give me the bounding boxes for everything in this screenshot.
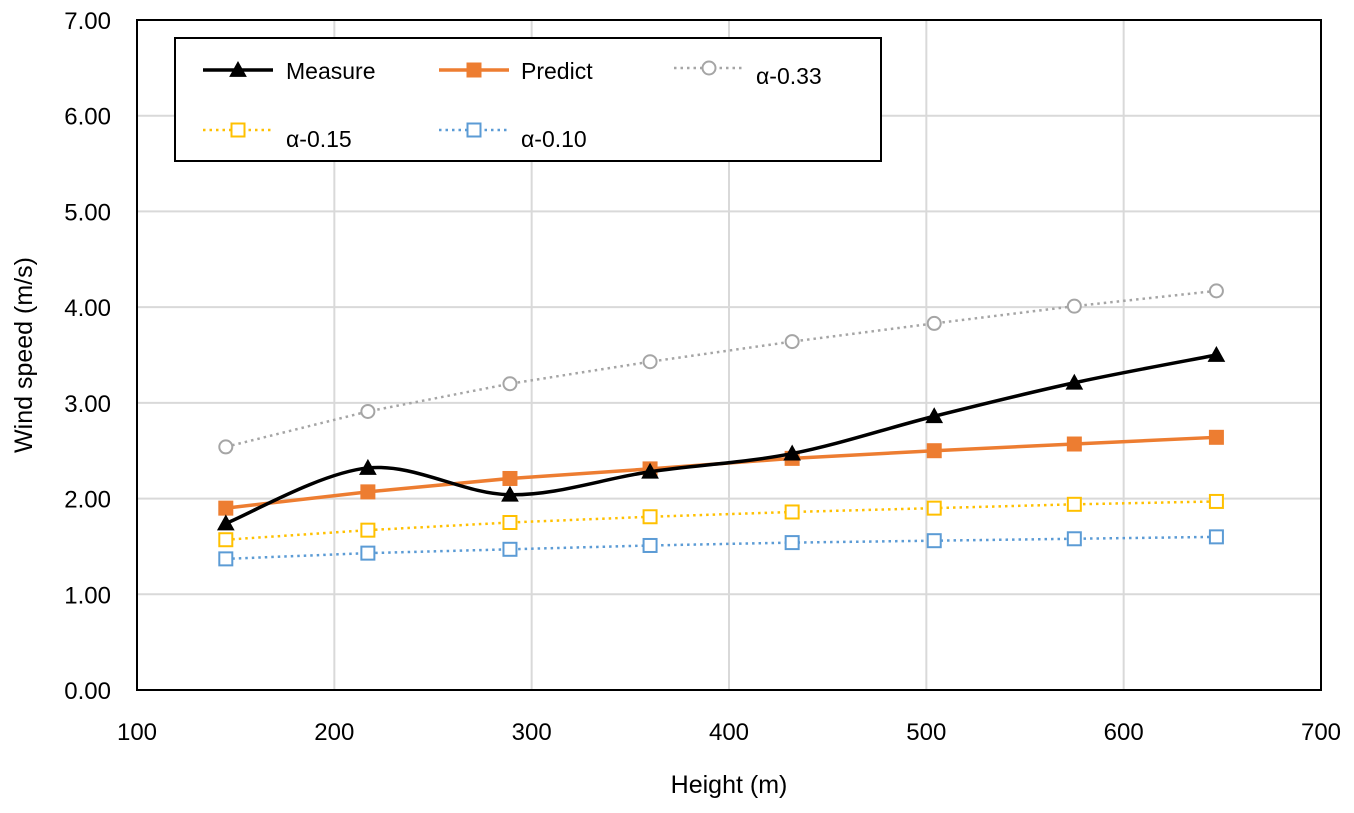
x-tick-label: 500 (906, 719, 946, 746)
data-point (359, 458, 377, 475)
y-tick-label: 4.00 (64, 295, 111, 322)
x-tick-label: 400 (709, 719, 749, 746)
data-point (1066, 531, 1082, 547)
legend-item: Predict (439, 58, 593, 84)
y-tick-label: 3.00 (64, 391, 111, 418)
legend: Measure Predict α-0.33 α-0.15 α-0.10 (174, 37, 882, 162)
y-tick-label: 5.00 (64, 199, 111, 226)
data-point (360, 484, 376, 500)
data-point (784, 504, 800, 520)
y-axis-tick-labels: 0.00 1.00 2.00 3.00 4.00 5.00 6.00 7.00 (64, 8, 111, 705)
x-tick-label: 600 (1104, 719, 1144, 746)
data-point (641, 462, 659, 479)
legend-label: Predict (521, 58, 593, 84)
data-point (1066, 496, 1082, 512)
x-tick-label: 300 (512, 719, 552, 746)
x-tick-label: 200 (314, 719, 354, 746)
data-point (218, 551, 234, 567)
data-point (925, 407, 944, 424)
data-point (783, 444, 801, 461)
data-point (218, 500, 234, 516)
legend-marker (229, 60, 247, 77)
legend-label: α-0.10 (521, 126, 587, 152)
data-point (1066, 436, 1082, 452)
legend-item: α-0.15 (203, 122, 352, 152)
data-point (1208, 283, 1224, 299)
data-point (642, 354, 658, 370)
series-2 (218, 283, 1224, 455)
data-point (360, 403, 376, 419)
data-point (642, 537, 658, 553)
legend-marker (230, 122, 246, 138)
y-tick-label: 1.00 (64, 582, 111, 609)
series-3 (218, 493, 1224, 548)
legend-marker (466, 122, 482, 138)
data-point (784, 535, 800, 551)
data-point (502, 470, 518, 486)
data-point (1065, 373, 1084, 390)
legend-label: α-0.15 (286, 126, 352, 152)
legend-label: α-0.33 (756, 63, 822, 89)
data-point (360, 522, 376, 538)
legend-item: Measure (203, 58, 375, 84)
legend-marker (701, 60, 717, 76)
data-point (784, 334, 800, 350)
plot-area (136, 19, 1322, 691)
data-point (360, 545, 376, 561)
data-point (502, 541, 518, 557)
legend-item: α-0.10 (439, 122, 587, 152)
legend-label: Measure (286, 58, 375, 84)
y-tick-label: 2.00 (64, 487, 111, 514)
data-point (502, 515, 518, 530)
series-4 (218, 529, 1224, 567)
x-tick-label: 700 (1301, 719, 1341, 746)
y-tick-label: 6.00 (64, 104, 111, 131)
data-point (218, 439, 234, 455)
data-point (501, 485, 519, 502)
data-point (926, 533, 942, 549)
x-axis-label: Height (m) (671, 771, 788, 799)
data-point (642, 509, 658, 525)
data-point (218, 532, 234, 548)
legend-marker (466, 62, 482, 78)
data-point (216, 514, 235, 531)
series-line (225, 500, 1217, 541)
y-tick-label: 7.00 (64, 8, 111, 35)
y-axis-label: Wind speed (m/s) (10, 257, 38, 453)
legend-item: α-0.33 (674, 60, 822, 89)
data-point (1207, 345, 1226, 362)
y-tick-label: 0.00 (64, 678, 111, 705)
series-line (225, 535, 1217, 561)
x-tick-label: 100 (117, 719, 157, 746)
data-point (502, 376, 518, 392)
data-point (1208, 429, 1224, 445)
data-point (1208, 529, 1224, 545)
data-point (1208, 493, 1224, 509)
series-0 (216, 345, 1226, 531)
data-point (926, 500, 942, 516)
series-line (225, 353, 1217, 526)
x-axis-tick-labels: 100 200 300 400 500 600 700 (117, 719, 1341, 746)
series-layer (216, 283, 1226, 567)
series-line (225, 289, 1217, 449)
data-point (926, 443, 942, 459)
data-point (926, 315, 942, 331)
data-point (1066, 298, 1082, 314)
legend-box (174, 37, 882, 162)
